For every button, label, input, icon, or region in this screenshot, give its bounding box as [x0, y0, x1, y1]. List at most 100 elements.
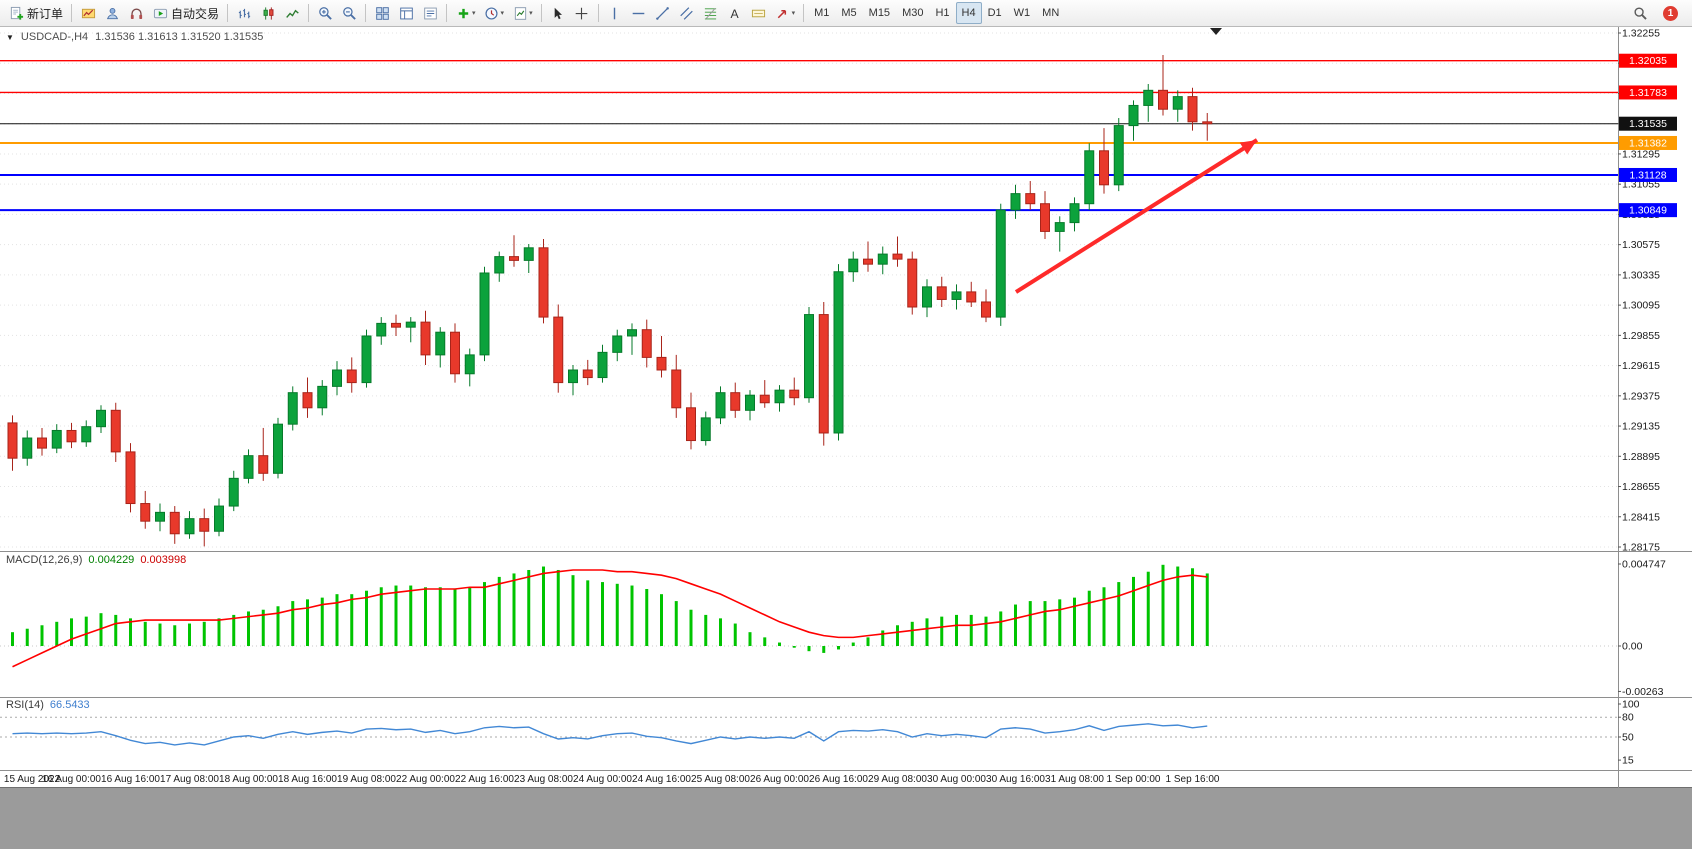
add-indicator-button[interactable]: ▾ — [451, 2, 480, 24]
macd-name: MACD(12,26,9) — [6, 554, 83, 566]
chart-shift-marker[interactable] — [1210, 28, 1222, 35]
workspace-background — [0, 788, 1692, 849]
cursor-tool-button[interactable] — [546, 2, 570, 24]
macd-bar — [822, 646, 826, 653]
horizontal-line-tool-button[interactable] — [627, 2, 651, 24]
timeframe-d1-button[interactable]: D1 — [982, 2, 1008, 24]
trend-arrow[interactable] — [1014, 138, 1259, 294]
trendline-tool-button[interactable] — [651, 2, 675, 24]
candle-body — [715, 392, 726, 419]
navigator-button[interactable] — [100, 2, 124, 24]
crosshair-tool-button[interactable] — [570, 2, 594, 24]
candle-body — [523, 247, 534, 261]
time-axis-label: 24 Aug 00:00 — [573, 774, 632, 785]
macd-bar — [40, 625, 44, 646]
bar-chart-button[interactable] — [232, 2, 256, 24]
timeframe-w1-button[interactable]: W1 — [1008, 2, 1037, 24]
timeframe-h4-button[interactable]: H4 — [955, 2, 982, 24]
chart-profile-button[interactable] — [76, 2, 100, 24]
macd-bar — [704, 614, 708, 646]
data-window-button[interactable] — [394, 2, 418, 24]
resistance-line-upper-badge-label: 1.32035 — [1629, 55, 1667, 67]
candle-body — [361, 335, 372, 384]
price-tick-label: 1.28175 — [1622, 542, 1660, 554]
dropdown-caret-icon: ▾ — [472, 10, 476, 17]
candle-body — [936, 286, 947, 300]
macd-bar — [394, 585, 398, 646]
macd-bar — [379, 587, 383, 646]
timeframe-m1-button[interactable]: M1 — [808, 2, 835, 24]
candle-body — [435, 331, 446, 356]
zoom-in-button[interactable] — [313, 2, 337, 24]
candle-body — [1069, 203, 1080, 224]
timeframe-m5-button[interactable]: M5 — [835, 2, 862, 24]
candle-body — [346, 369, 357, 384]
autotrading-icon — [152, 5, 168, 21]
candle-body — [553, 316, 564, 384]
toolbar-separator — [597, 4, 599, 22]
price-tick-label: 1.29375 — [1622, 390, 1660, 402]
rsi-axis-label: 80 — [1622, 712, 1634, 724]
candle-body — [81, 426, 92, 443]
equidistant-channel-tool-button[interactable] — [675, 2, 699, 24]
candle-body — [391, 322, 401, 328]
notifications-badge[interactable]: 1 — [1659, 2, 1682, 24]
candle-body — [450, 331, 460, 375]
candlestick-chart-button[interactable] — [256, 2, 280, 24]
templates-button[interactable]: ▾ — [508, 2, 537, 24]
macd-indicator-label: MACD(12,26,9) 0.004229 0.003998 — [6, 554, 186, 566]
macd-bar — [851, 642, 855, 646]
candle-body — [287, 392, 298, 425]
candle-body — [774, 389, 785, 404]
timeframe-m15-button[interactable]: M15 — [863, 2, 896, 24]
timeframe-mn-button[interactable]: MN — [1036, 2, 1065, 24]
time-axis-label: 24 Aug 16:00 — [632, 774, 691, 785]
line-chart-button[interactable] — [280, 2, 304, 24]
candle-body — [1143, 89, 1154, 106]
vertical-line-tool-button[interactable] — [603, 2, 627, 24]
candle-body — [671, 369, 682, 409]
candle-body — [243, 455, 254, 479]
macd-bar — [438, 587, 442, 646]
rsi-axis-label: 50 — [1622, 732, 1634, 744]
candle-body — [700, 417, 711, 442]
candle-body — [1040, 203, 1050, 232]
search-button[interactable] — [1628, 2, 1652, 24]
text-tool-button[interactable]: A — [723, 2, 747, 24]
macd-bar — [925, 618, 929, 646]
time-axis-label: 22 Aug 16:00 — [455, 774, 514, 785]
rsi-line — [12, 723, 1208, 746]
market-watch-button[interactable] — [124, 2, 148, 24]
macd-bar — [276, 606, 280, 646]
candle-body — [582, 369, 593, 379]
macd-bar — [1102, 587, 1106, 646]
fibonacci-tool-button[interactable] — [699, 2, 723, 24]
macd-bar — [601, 582, 604, 646]
objects-list-button[interactable] — [418, 2, 442, 24]
macd-bar — [512, 573, 516, 646]
chart-profile-icon — [80, 5, 96, 21]
autotrading-button[interactable]: 自动交易 — [148, 2, 223, 24]
macd-bar — [527, 569, 531, 646]
chart-collapse-icon[interactable]: ▼ — [6, 32, 14, 42]
new-order-button[interactable]: 新订单 — [4, 2, 67, 24]
support-line-lower-badge — [1619, 203, 1677, 218]
timeframe-m30-button[interactable]: M30 — [896, 2, 929, 24]
macd-bar — [969, 614, 973, 646]
tile-windows-button[interactable] — [370, 2, 394, 24]
candle-body — [1025, 193, 1036, 205]
macd-bar — [571, 575, 575, 646]
periods-button[interactable]: ▾ — [480, 2, 509, 24]
tile-windows-icon — [374, 5, 390, 21]
chart-title-overlay: ▼ USDCAD-,H4 1.31536 1.31613 1.31520 1.3… — [6, 31, 263, 43]
candle-body — [656, 356, 667, 371]
candle-body — [863, 258, 873, 265]
text-label-tool-button[interactable] — [747, 2, 771, 24]
macd-bar — [792, 646, 796, 648]
arrows-tool-button[interactable]: ▾ — [771, 2, 800, 24]
time-axis-label: 30 Aug 16:00 — [986, 774, 1045, 785]
macd-bar — [99, 613, 103, 646]
macd-bar — [660, 594, 663, 646]
timeframe-h1-button[interactable]: H1 — [929, 2, 955, 24]
zoom-out-button[interactable] — [337, 2, 361, 24]
